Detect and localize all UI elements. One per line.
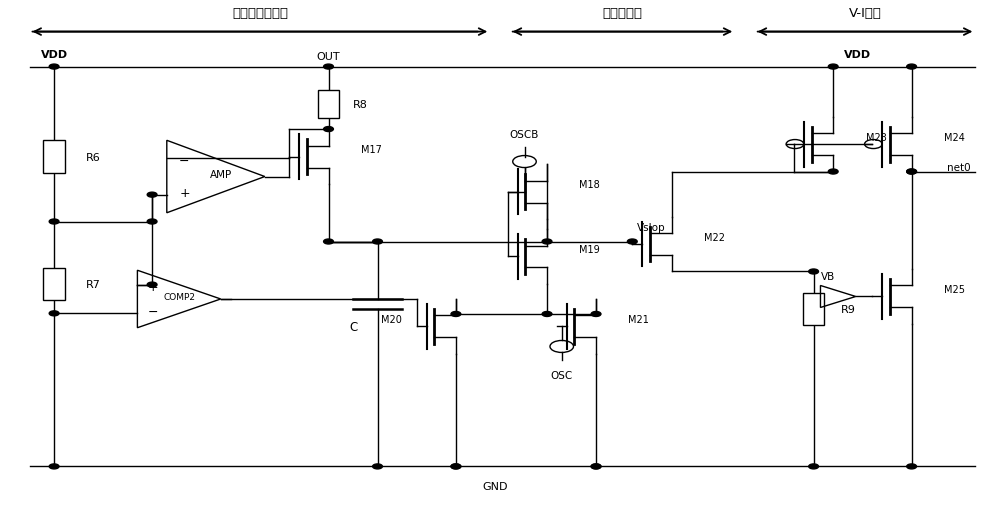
Circle shape — [49, 464, 59, 469]
Text: COMP2: COMP2 — [163, 292, 195, 301]
Text: V-I转换: V-I转换 — [849, 7, 881, 20]
Text: GND: GND — [482, 482, 508, 492]
Text: VDD: VDD — [41, 50, 68, 60]
Bar — [803, 293, 824, 326]
Text: −: − — [179, 155, 190, 168]
Circle shape — [627, 240, 637, 244]
Text: +: + — [179, 186, 190, 199]
Text: C: C — [350, 320, 358, 333]
Text: M20: M20 — [381, 315, 402, 324]
Circle shape — [373, 464, 382, 469]
Text: OSC: OSC — [551, 370, 573, 380]
Text: M22: M22 — [704, 232, 725, 242]
Circle shape — [542, 240, 552, 244]
Circle shape — [451, 464, 461, 469]
Circle shape — [451, 312, 461, 317]
Text: VB: VB — [821, 272, 835, 282]
Circle shape — [591, 312, 601, 317]
Circle shape — [49, 65, 59, 70]
Circle shape — [147, 193, 157, 198]
Text: +: + — [148, 280, 158, 294]
Circle shape — [49, 311, 59, 316]
Text: OUT: OUT — [317, 51, 340, 62]
Text: R8: R8 — [353, 100, 368, 110]
Text: −: − — [148, 305, 158, 318]
Text: R6: R6 — [85, 152, 100, 162]
Circle shape — [591, 464, 601, 469]
Circle shape — [542, 312, 552, 317]
Circle shape — [907, 464, 916, 469]
Circle shape — [809, 269, 818, 274]
Text: AMP: AMP — [210, 169, 232, 180]
Circle shape — [451, 464, 461, 469]
Circle shape — [373, 240, 382, 244]
Text: Vslop: Vslop — [637, 222, 666, 232]
Text: M24: M24 — [944, 132, 965, 143]
Text: M18: M18 — [579, 180, 600, 190]
Text: M19: M19 — [579, 244, 600, 254]
Circle shape — [828, 65, 838, 70]
Text: M17: M17 — [361, 145, 382, 155]
Circle shape — [324, 65, 333, 70]
Circle shape — [907, 65, 916, 70]
Text: VDD: VDD — [844, 50, 871, 60]
Text: 锯齿波产生: 锯齿波产生 — [602, 7, 642, 20]
Circle shape — [324, 240, 333, 244]
Text: OSCB: OSCB — [510, 130, 539, 140]
Circle shape — [591, 464, 601, 469]
Circle shape — [324, 127, 333, 132]
Text: R7: R7 — [85, 279, 100, 290]
Circle shape — [907, 169, 916, 175]
Text: 自适应电流产生: 自适应电流产生 — [232, 7, 288, 20]
Bar — [43, 141, 65, 174]
Text: M21: M21 — [628, 315, 649, 324]
Circle shape — [907, 169, 916, 175]
Circle shape — [809, 464, 818, 469]
Circle shape — [147, 282, 157, 288]
Text: R9: R9 — [841, 304, 856, 315]
Circle shape — [828, 169, 838, 175]
Text: M23: M23 — [866, 132, 886, 143]
Circle shape — [49, 219, 59, 224]
Bar — [43, 268, 65, 301]
Text: M25: M25 — [944, 285, 965, 294]
Text: net0: net0 — [947, 162, 970, 172]
Circle shape — [147, 219, 157, 224]
Bar — [318, 91, 339, 119]
